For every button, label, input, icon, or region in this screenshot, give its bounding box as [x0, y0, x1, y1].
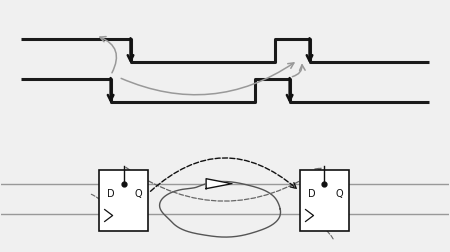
- Text: Q: Q: [335, 188, 343, 198]
- Polygon shape: [206, 179, 232, 189]
- Text: D: D: [107, 188, 114, 198]
- Bar: [99, 170, 148, 232]
- Text: D: D: [307, 188, 315, 198]
- Text: Q: Q: [135, 188, 142, 198]
- Bar: [300, 170, 349, 232]
